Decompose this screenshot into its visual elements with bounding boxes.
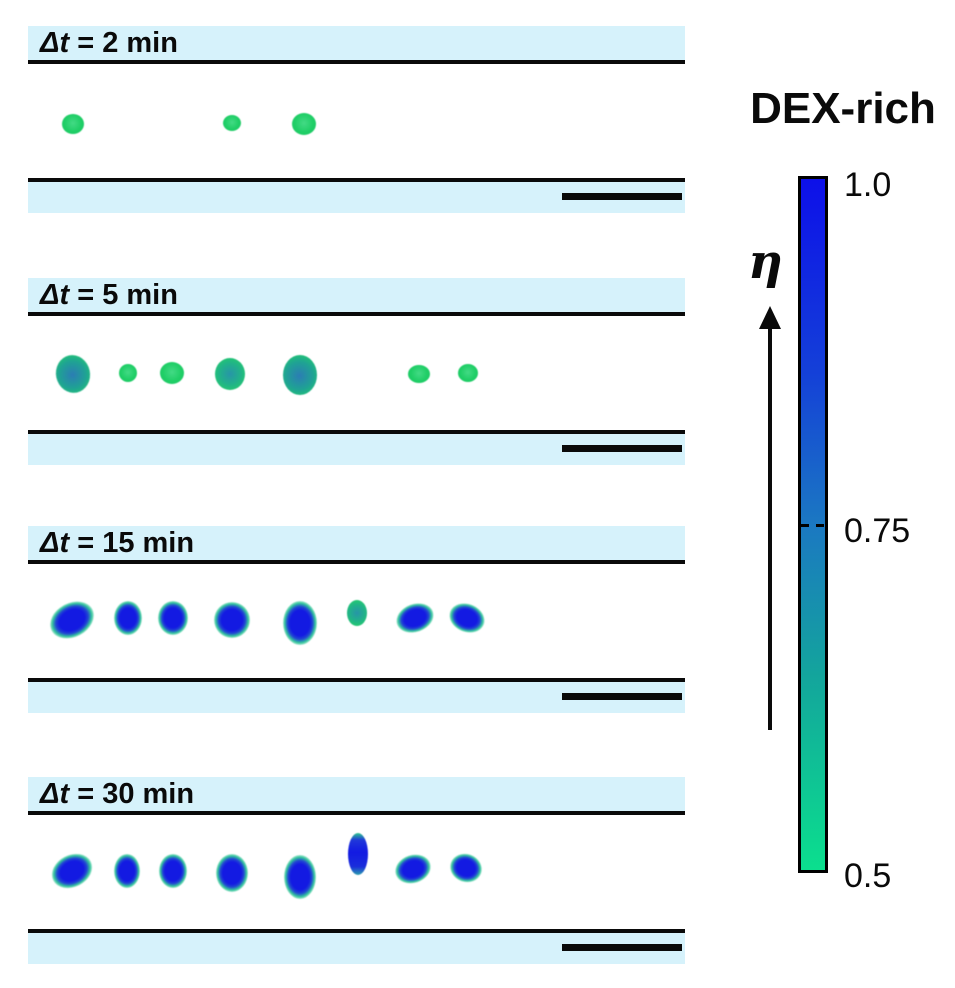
droplet: [114, 601, 142, 635]
colorbar-tick-dash: [801, 524, 825, 527]
panel-footer-band: [28, 929, 685, 964]
panel-time-label-rest: = 5 min: [69, 279, 178, 311]
colorbar-tick-label: 0.75: [844, 512, 911, 550]
panel-time-label-prefix: Δt: [40, 27, 70, 59]
droplet: [284, 855, 316, 899]
eta-arrow-head-icon: [759, 306, 781, 329]
panel-header-band: Δt = 5 min: [28, 278, 685, 316]
droplet: [458, 364, 478, 382]
panel-footer-band: [28, 678, 685, 713]
droplet: [347, 600, 367, 626]
scale-bar: [562, 445, 682, 452]
panel-footer-band: [28, 178, 685, 213]
droplet: [408, 365, 430, 383]
droplet: [43, 594, 101, 646]
time-panel: Δt = 15 min: [28, 526, 685, 713]
panel-time-label-rest: = 2 min: [69, 27, 178, 59]
panel-time-label: Δt = 5 min: [28, 278, 685, 312]
droplet: [446, 849, 486, 887]
droplet: [159, 854, 187, 888]
colorbar-title: DEX-rich: [750, 84, 936, 133]
droplet: [52, 351, 94, 397]
panel-time-label-prefix: Δt: [40, 279, 70, 311]
droplet: [214, 602, 250, 638]
panel-header-band: Δt = 30 min: [28, 777, 685, 815]
panel-time-label-prefix: Δt: [40, 778, 70, 810]
colorbar-tick-label: 0.5: [844, 857, 892, 895]
panel-header-band: Δt = 2 min: [28, 26, 685, 64]
droplet-field: [28, 316, 685, 430]
panel-time-label-rest: = 30 min: [69, 778, 195, 810]
eta-symbol: η: [748, 234, 783, 290]
panel-time-label: Δt = 2 min: [28, 26, 685, 60]
droplet: [62, 114, 84, 134]
panel-time-label: Δt = 30 min: [28, 777, 685, 811]
scale-bar: [562, 944, 682, 951]
scale-bar: [562, 693, 682, 700]
droplet: [391, 850, 435, 888]
panel-footer-band: [28, 430, 685, 465]
droplet: [223, 115, 241, 131]
droplet: [445, 598, 489, 638]
droplet-field: [28, 815, 685, 929]
droplet: [283, 601, 317, 645]
colorbar-gradient: [798, 176, 828, 873]
droplet: [46, 847, 98, 895]
panel-time-label-rest: = 15 min: [69, 527, 195, 559]
droplet: [292, 113, 316, 135]
droplet: [215, 358, 245, 390]
time-panel: Δt = 30 min: [28, 777, 685, 964]
eta-arrow-shaft: [768, 327, 772, 730]
droplet-field: [28, 564, 685, 678]
droplet: [160, 362, 184, 384]
scale-bar: [562, 193, 682, 200]
droplet: [392, 598, 438, 638]
panel-header-band: Δt = 15 min: [28, 526, 685, 564]
colorbar-tick-label: 1.0: [844, 166, 892, 204]
droplet-field: [28, 64, 685, 178]
time-panel: Δt = 5 min: [28, 278, 685, 465]
droplet: [216, 854, 248, 892]
time-panel: Δt = 2 min: [28, 26, 685, 213]
droplet: [283, 355, 317, 395]
droplet: [348, 833, 368, 875]
droplet: [119, 364, 137, 382]
panel-time-label-prefix: Δt: [40, 527, 70, 559]
panel-time-label: Δt = 15 min: [28, 526, 685, 560]
droplet: [114, 854, 140, 888]
droplet: [158, 601, 188, 635]
